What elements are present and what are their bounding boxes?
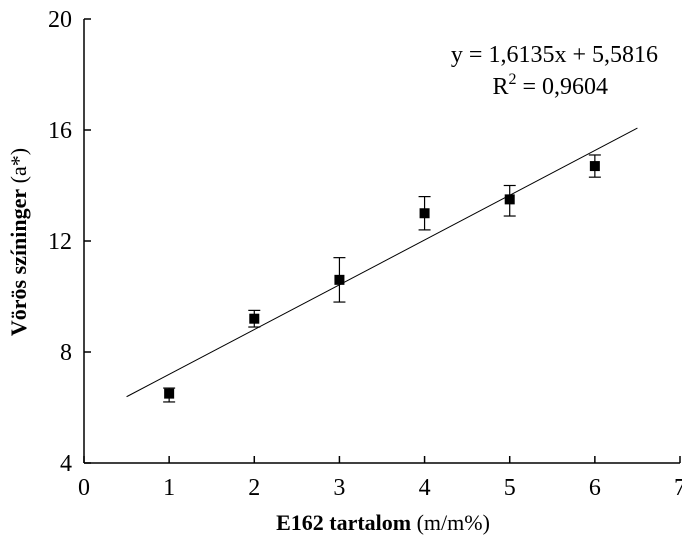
data-points [163, 154, 601, 403]
x-tick-label: 4 [419, 475, 431, 501]
data-point [248, 309, 261, 328]
trendline-equation: y = 1,6135x + 5,5816 [451, 42, 658, 68]
square-marker [164, 388, 175, 399]
y-axis-ticks: 4 8 12 16 20 [48, 7, 91, 477]
data-point [503, 184, 516, 217]
square-marker [249, 313, 260, 324]
x-tick-label: 2 [248, 475, 260, 501]
x-axis-title: E162 tartalom (m/m%) [276, 510, 490, 535]
square-marker [419, 208, 430, 219]
equation-annotation: y = 1,6135x + 5,5816 R2 = 0,9604 [451, 42, 658, 100]
y-tick-label: 4 [60, 451, 72, 477]
square-marker [334, 274, 345, 285]
x-tick-label: 3 [333, 475, 345, 501]
y-tick-label: 8 [60, 340, 72, 366]
x-axis-ticks: 0 1 2 3 4 5 6 7 [78, 456, 682, 501]
x-tick-label: 1 [163, 475, 175, 501]
r-squared-label: R2 = 0,9604 [492, 71, 608, 100]
square-marker [504, 194, 515, 205]
x-tick-label: 0 [78, 475, 90, 501]
data-point [163, 387, 176, 403]
x-tick-label: 7 [674, 475, 682, 501]
y-tick-label: 12 [48, 229, 72, 255]
y-tick-label: 20 [48, 7, 72, 33]
trendline [126, 127, 638, 398]
data-point [333, 257, 346, 303]
y-axis-title: Vörös színinger (a*) [6, 148, 31, 336]
y-tick-label: 16 [48, 118, 72, 144]
data-point [418, 196, 431, 231]
data-point [588, 154, 601, 178]
square-marker [589, 161, 600, 172]
x-tick-label: 6 [589, 475, 601, 501]
x-tick-label: 5 [504, 475, 516, 501]
